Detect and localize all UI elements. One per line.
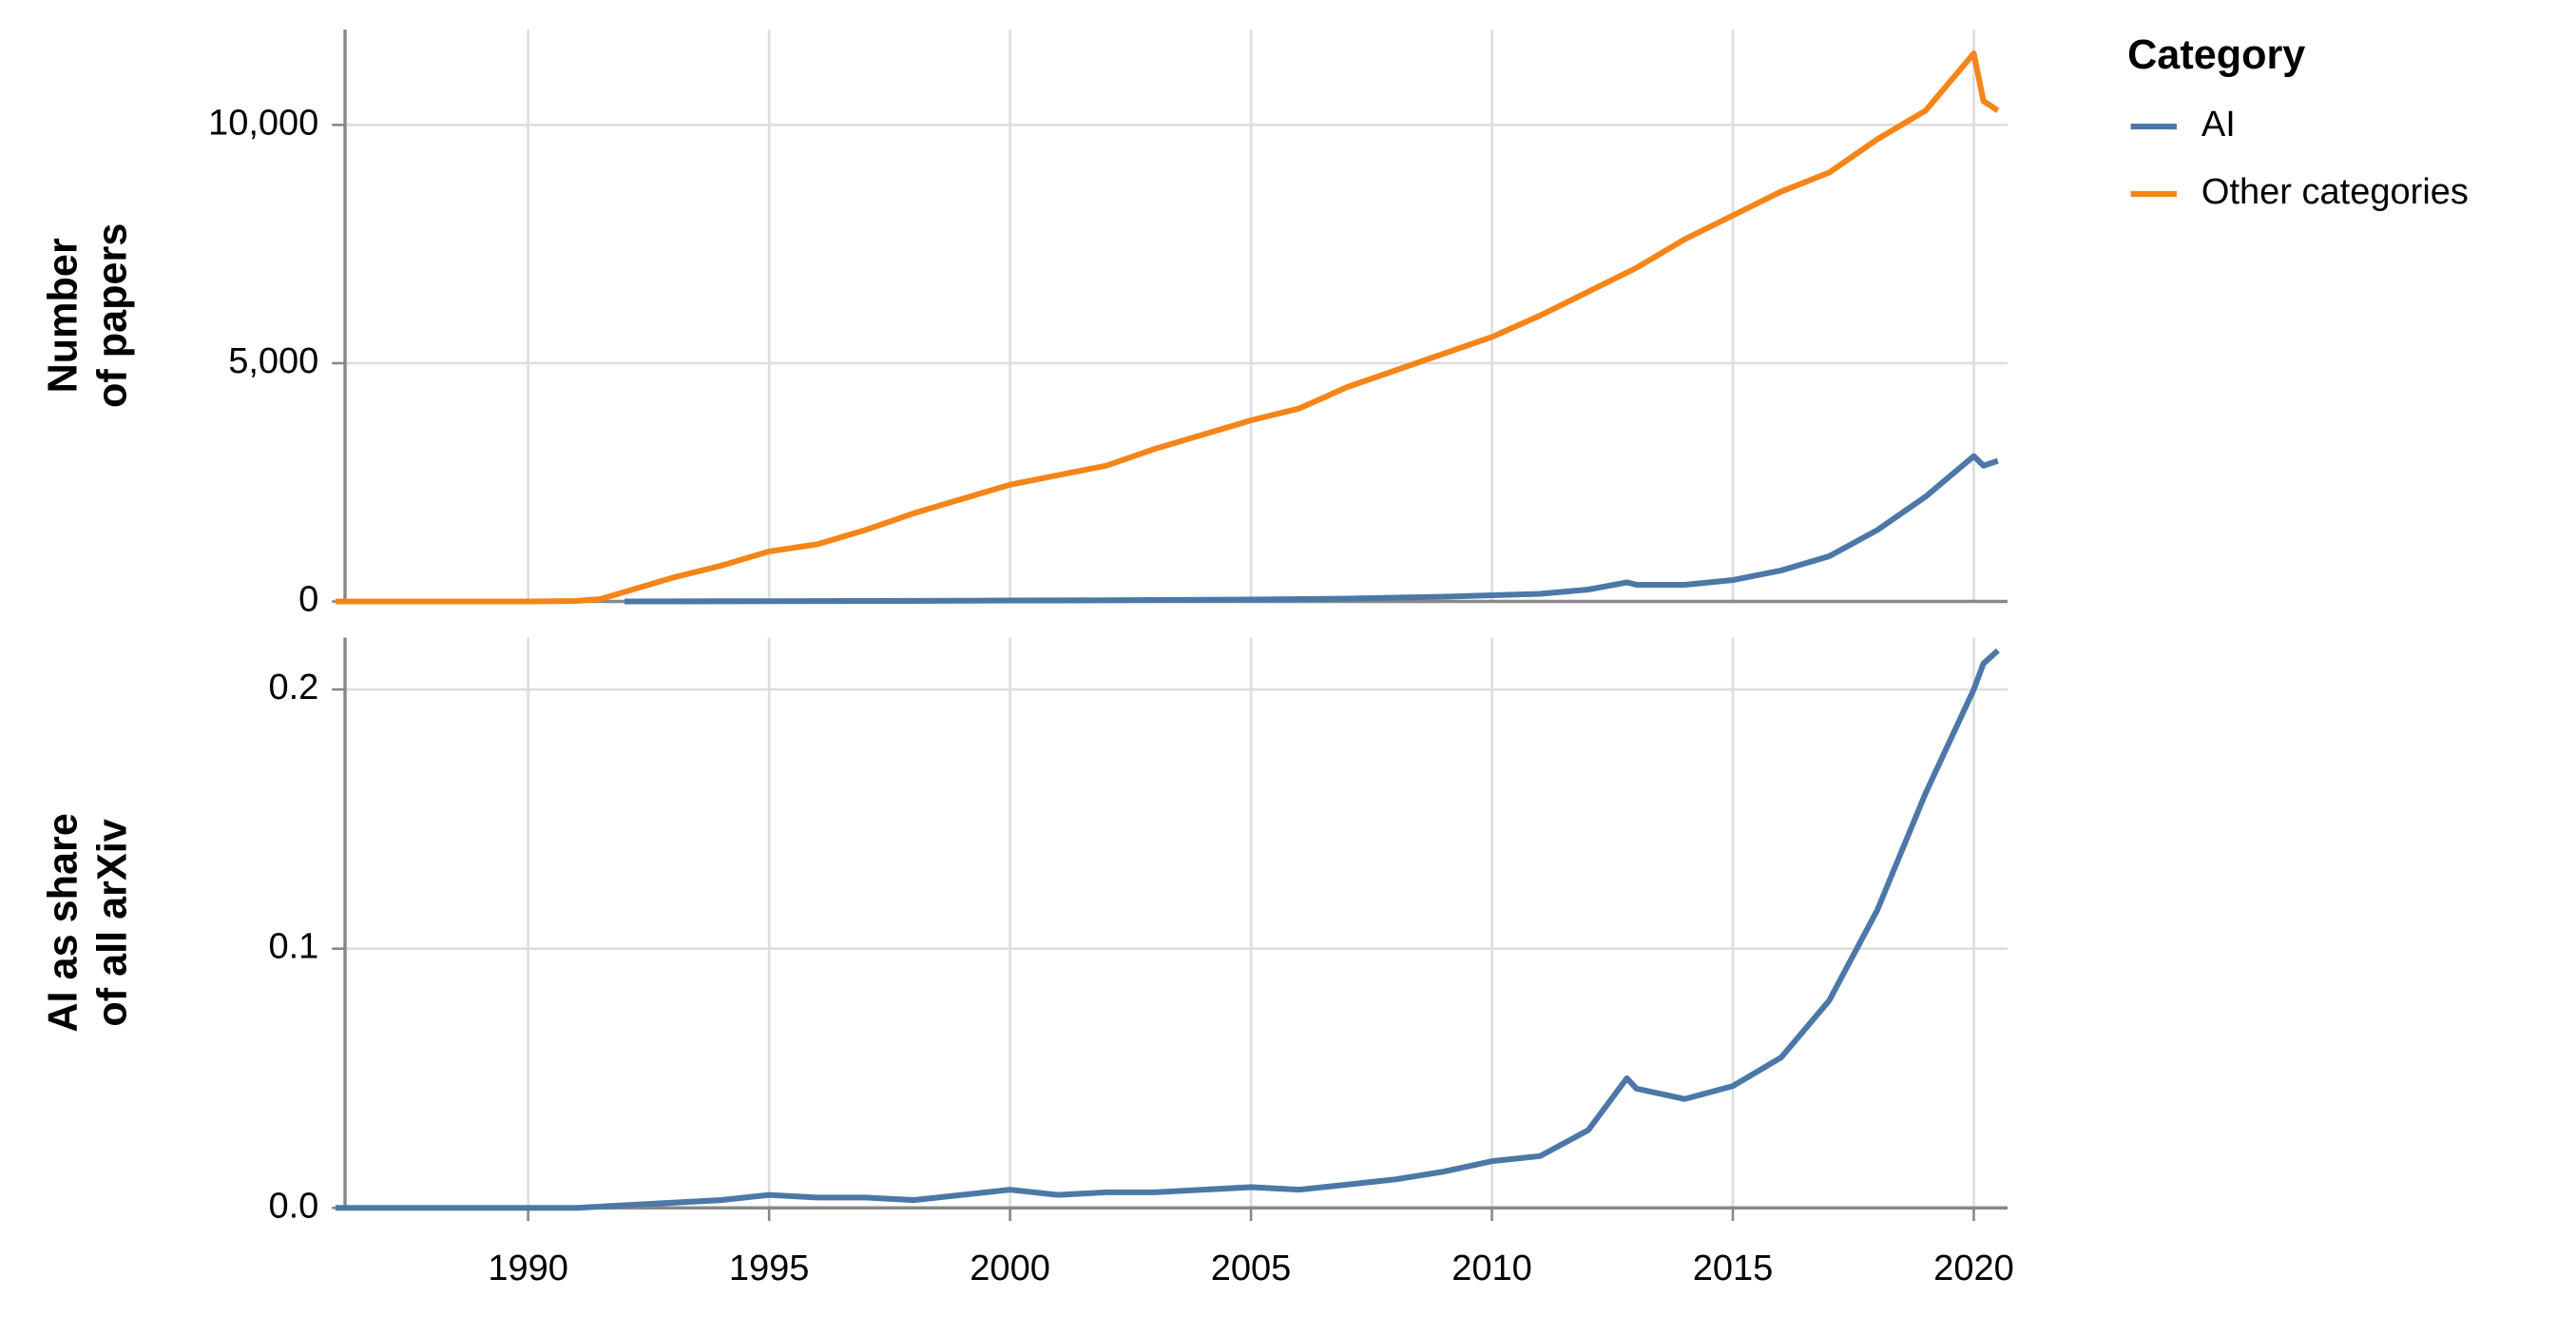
series-line xyxy=(335,648,2000,1211)
x-tick-label: 2020 xyxy=(1933,1249,2014,1288)
legend-label: AI xyxy=(2201,105,2236,145)
x-tick-label: 1995 xyxy=(729,1249,810,1288)
legend-label: Other categories xyxy=(2201,172,2469,212)
legend-title: Category xyxy=(2127,32,2305,78)
y-axis-title: AI as share xyxy=(41,813,87,1032)
x-tick-label: 2005 xyxy=(1211,1249,1292,1288)
series-line xyxy=(625,453,1999,605)
y-tick-label: 0.1 xyxy=(268,927,318,967)
y-axis-title: of papers xyxy=(89,223,135,408)
y-axis-title: of all arXiv xyxy=(89,819,135,1026)
x-tick-label: 2010 xyxy=(1451,1249,1532,1288)
y-tick-label: 0 xyxy=(298,580,318,620)
y-tick-label: 10,000 xyxy=(208,103,318,143)
y-axis-title: Number xyxy=(41,238,87,393)
y-tick-label: 0.0 xyxy=(268,1186,318,1226)
x-tick-label: 2000 xyxy=(970,1249,1050,1288)
x-tick-label: 1990 xyxy=(488,1249,568,1288)
series-line xyxy=(335,50,2000,605)
y-tick-label: 5,000 xyxy=(228,341,318,381)
y-tick-label: 0.2 xyxy=(268,668,318,707)
x-tick-label: 2015 xyxy=(1693,1249,1774,1288)
